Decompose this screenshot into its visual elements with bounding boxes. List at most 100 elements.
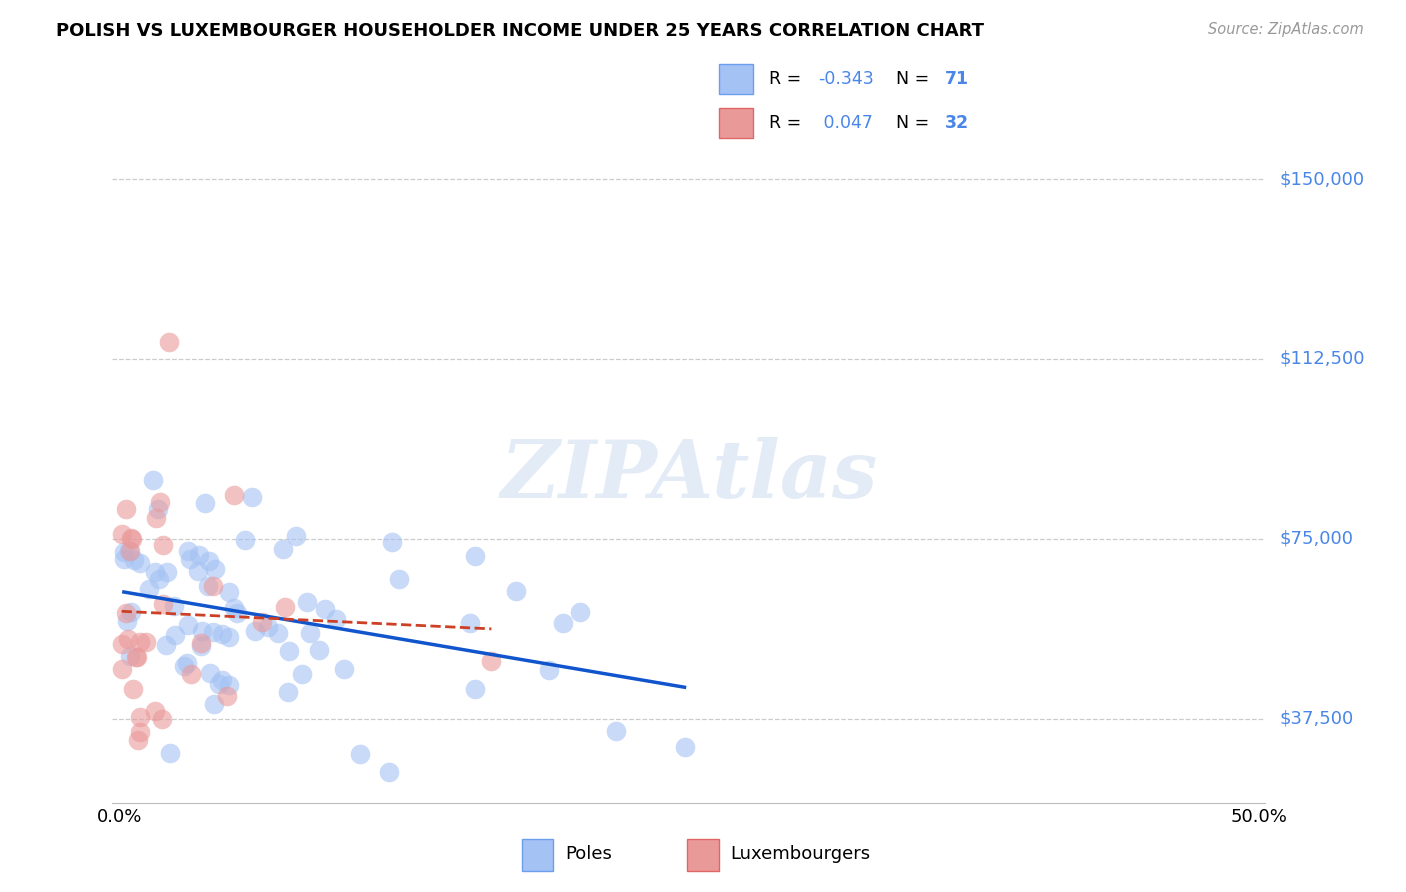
Point [143, 704, 166, 718]
Point [194, 496, 217, 510]
Point [143, 565, 166, 579]
Point [388, 572, 411, 586]
Point [190, 636, 212, 650]
Point [464, 549, 486, 563]
Point [226, 606, 249, 620]
Point [180, 666, 202, 681]
Point [267, 626, 290, 640]
Point [163, 599, 186, 614]
Point [298, 626, 321, 640]
Point [222, 488, 245, 502]
Point [314, 602, 336, 616]
Point [197, 579, 219, 593]
Text: 0.047: 0.047 [818, 114, 873, 132]
Text: POLISH VS LUXEMBOURGER HOUSEHOLDER INCOME UNDER 25 YEARS CORRELATION CHART: POLISH VS LUXEMBOURGER HOUSEHOLDER INCOM… [56, 22, 984, 40]
Point [291, 667, 314, 681]
Point [605, 724, 627, 739]
Text: 32: 32 [945, 114, 969, 132]
Point [150, 712, 173, 726]
Point [125, 650, 148, 665]
Point [190, 624, 212, 639]
Text: R =: R = [769, 114, 807, 132]
Point [479, 654, 502, 668]
Point [111, 662, 134, 676]
Point [240, 490, 263, 504]
Point [458, 615, 481, 630]
Text: R =: R = [769, 70, 807, 87]
Point [553, 616, 575, 631]
Point [121, 532, 143, 546]
Point [257, 620, 280, 634]
Point [273, 599, 295, 614]
Point [277, 685, 299, 699]
Point [211, 626, 233, 640]
Point [138, 582, 160, 597]
Point [222, 601, 245, 615]
Point [569, 606, 592, 620]
Point [463, 681, 485, 696]
Point [117, 632, 139, 646]
Point [120, 649, 142, 664]
Point [218, 630, 240, 644]
Point [245, 624, 267, 639]
Text: $112,500: $112,500 [1279, 350, 1365, 368]
Point [112, 545, 135, 559]
Text: -0.343: -0.343 [818, 70, 875, 87]
Point [125, 650, 148, 665]
Point [218, 678, 240, 692]
Point [117, 614, 139, 628]
Point [177, 618, 200, 632]
Point [215, 689, 238, 703]
Point [176, 656, 198, 670]
Point [152, 538, 174, 552]
Text: $150,000: $150,000 [1279, 170, 1364, 188]
Point [537, 664, 560, 678]
Point [142, 473, 165, 487]
Point [120, 605, 142, 619]
Text: ZIPAtlas: ZIPAtlas [501, 437, 877, 515]
Point [127, 732, 149, 747]
Point [218, 585, 240, 599]
Point [115, 502, 138, 516]
Text: Poles: Poles [565, 845, 612, 863]
Point [233, 533, 256, 547]
Point [332, 661, 354, 675]
Point [179, 551, 201, 566]
Point [297, 595, 319, 609]
Point [112, 552, 135, 566]
Point [201, 624, 224, 639]
Point [505, 584, 527, 599]
Text: $75,000: $75,000 [1279, 530, 1354, 548]
Point [120, 531, 142, 545]
FancyBboxPatch shape [720, 64, 754, 94]
Point [145, 511, 167, 525]
Point [173, 659, 195, 673]
Point [278, 644, 301, 658]
Point [110, 637, 132, 651]
Point [122, 553, 145, 567]
Text: N =: N = [896, 114, 935, 132]
Point [349, 747, 371, 761]
FancyBboxPatch shape [688, 839, 718, 871]
Point [204, 562, 226, 576]
Point [111, 527, 134, 541]
Point [148, 572, 170, 586]
Point [211, 673, 233, 687]
Point [135, 635, 157, 649]
Point [128, 635, 150, 649]
Text: 71: 71 [945, 70, 969, 87]
Point [177, 544, 200, 558]
Point [129, 725, 152, 739]
FancyBboxPatch shape [720, 108, 754, 138]
Point [165, 628, 187, 642]
Point [202, 697, 225, 711]
Point [190, 639, 212, 653]
Point [208, 677, 231, 691]
FancyBboxPatch shape [522, 839, 554, 871]
Point [155, 638, 177, 652]
Text: Luxembourgers: Luxembourgers [731, 845, 870, 863]
Point [197, 553, 219, 567]
Point [673, 739, 696, 754]
Point [121, 681, 143, 696]
Point [115, 606, 138, 620]
